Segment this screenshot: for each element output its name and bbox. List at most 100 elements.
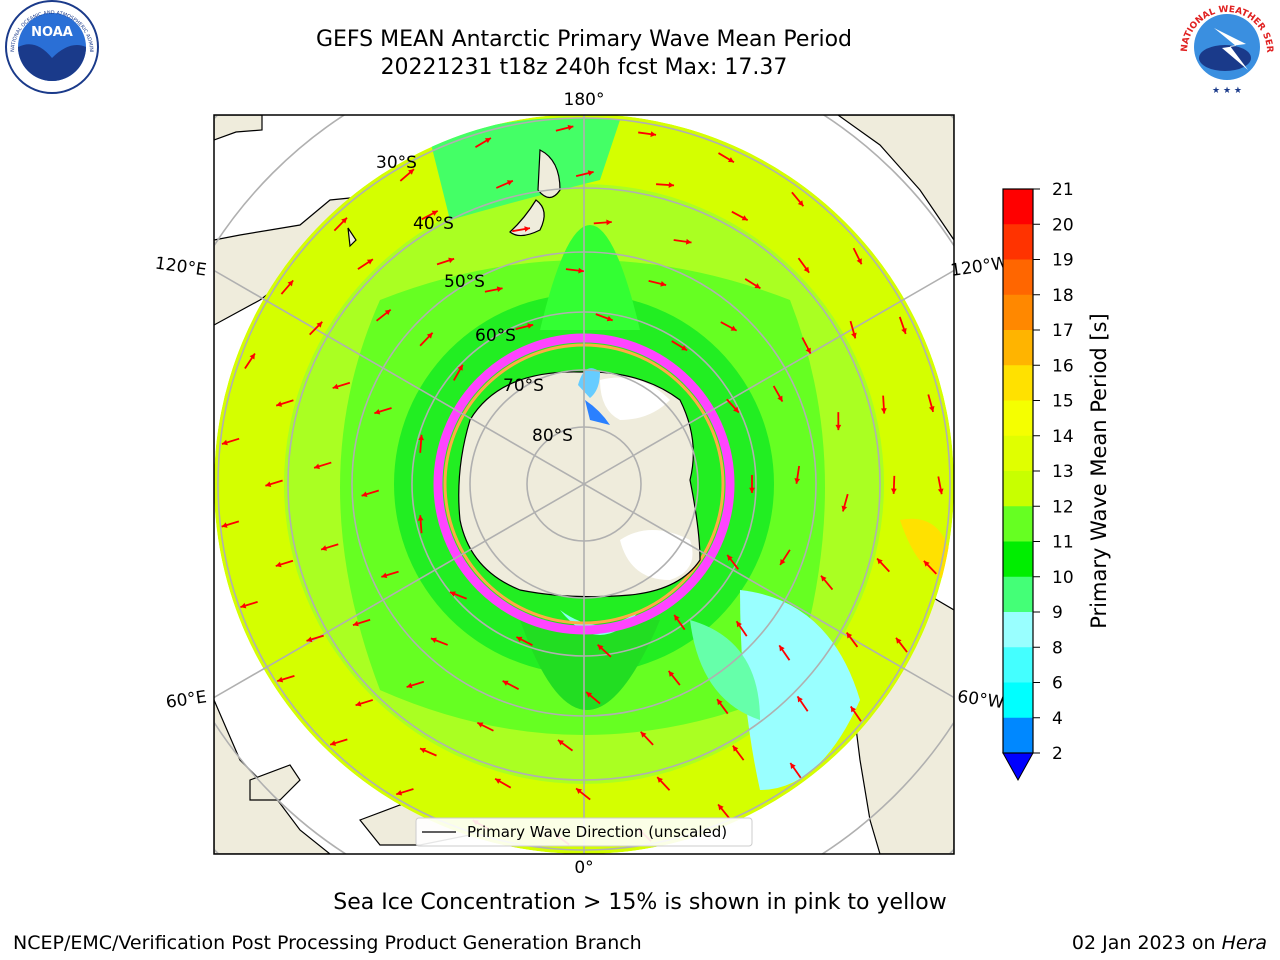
wave-direction-arrow [421, 210, 439, 221]
wave-direction-arrow [779, 549, 791, 566]
colorbar-tick-label: 18 [1052, 286, 1074, 306]
latitude-labels: 30°S 40°S 50°S 60°S 70°S 80°S [376, 153, 573, 446]
lon-label-60w: 60°W [956, 687, 1005, 713]
colorbar-tick-label: 4 [1052, 709, 1063, 729]
wave-direction-arrow [585, 691, 601, 705]
wave-direction-arrow [494, 777, 512, 789]
lat-label-30s: 30°S [376, 153, 417, 173]
wave-direction-arrow [265, 479, 283, 487]
colorbar-tick-label: 17 [1052, 321, 1074, 341]
noaa-logo-text: NOAA [31, 25, 73, 40]
wave-direction-arrow [718, 152, 735, 164]
wave-direction-arrow [731, 210, 749, 222]
wave-direction-arrow [221, 520, 240, 528]
wave-direction-arrow [484, 286, 503, 293]
lat-label-50s: 50°S [444, 272, 485, 292]
wave-direction-arrow [749, 475, 755, 493]
wave-direction-arrow [845, 631, 859, 648]
wave-direction-arrow [516, 636, 533, 646]
colorbar-tick-label: 13 [1052, 462, 1074, 482]
wave-direction-arrow [791, 191, 805, 207]
colorbar-tick-label: 21 [1052, 180, 1074, 200]
wave-direction-arrow [449, 591, 467, 600]
wave-arrows [221, 124, 944, 846]
wave-direction-arrow [280, 279, 294, 295]
colorbar-tick-label: 8 [1052, 638, 1063, 658]
wave-direction-arrow [797, 257, 810, 274]
wave-direction-arrow [419, 332, 434, 347]
colorbar-tick-label: 10 [1052, 568, 1074, 588]
wave-direction-arrow [937, 476, 944, 495]
colorbar-cell [1003, 647, 1033, 683]
colorbar-tick-label: 11 [1052, 533, 1074, 553]
wave-direction-arrow [890, 475, 897, 494]
wave-direction-arrow [849, 320, 857, 339]
wave-direction-arrow [333, 217, 348, 232]
chart-subtitle: 20221231 t18z 240h fcst Max: 17.37 [380, 55, 788, 80]
wave-direction-arrow [778, 644, 791, 661]
longitude-labels: 180° 120°E 120°W 60°E 60°W 0° [154, 90, 1010, 878]
colorbar-cell [1003, 576, 1033, 613]
lat-label-70s: 70°S [503, 376, 544, 396]
wave-direction-arrow [474, 137, 492, 148]
lon-label-120w: 120°W [949, 253, 1009, 281]
wave-direction-arrow [275, 399, 294, 407]
lon-label-120e: 120°E [154, 254, 208, 281]
wave-direction-arrow [430, 637, 448, 646]
colorbar-cell [1003, 717, 1033, 754]
wave-direction-arrow [841, 493, 849, 512]
footer-branch: NCEP/EMC/Verification Post Processing Pr… [13, 932, 642, 954]
wave-direction-arrow [399, 168, 415, 182]
wave-direction-arrow [595, 313, 614, 322]
wave-direction-arrow [221, 437, 240, 446]
wave-direction-arrow [395, 788, 414, 796]
noaa-logo-icon: NOAA NATIONAL OCEANIC AND ATMOSPHERIC AD… [0, 0, 99, 94]
wave-direction-arrow [575, 170, 594, 178]
wave-direction-arrow [357, 258, 374, 270]
colorbar-label: Primary Wave Mean Period [s] [1087, 313, 1111, 629]
svg-text:NATIONAL WEATHER SERVICE: NATIONAL WEATHER SERVICE [0, 0, 1274, 53]
wave-direction-arrow [417, 515, 424, 534]
wave-direction-arrow [515, 323, 534, 330]
colorbar-tick-label: 19 [1052, 251, 1074, 271]
wave-direction-arrow [923, 560, 937, 575]
wave-direction-arrow [565, 267, 584, 274]
lon-label-0: 0° [574, 858, 593, 878]
legend-label: Primary Wave Direction (unscaled) [467, 823, 727, 841]
wave-direction-arrow [835, 412, 842, 431]
footer-date-text: 02 Jan 2023 on [1071, 932, 1222, 954]
wave-direction-arrow [361, 489, 380, 497]
nws-ring-text: NATIONAL WEATHER SERVICE [0, 0, 1274, 53]
wave-direction-arrow [895, 637, 908, 653]
colorbar-cell [1003, 435, 1033, 472]
wave-direction-arrow [502, 680, 520, 690]
wave-direction-arrow [436, 257, 455, 266]
wave-direction-arrow [275, 559, 294, 568]
wave-direction-arrow [419, 747, 437, 757]
wave-direction-arrow [320, 543, 339, 551]
wave-direction-arrow [593, 219, 612, 226]
wave-direction-arrow [453, 364, 464, 381]
colorbar-cell [1003, 400, 1033, 437]
wave-direction-arrow [789, 762, 802, 779]
wave-direction-arrow [735, 620, 748, 637]
wave-direction-arrow [673, 614, 686, 631]
wave-direction-arrow [476, 721, 494, 732]
colorbar: 21 20 19 18 17 16 15 14 13 12 11 10 9 8 6 4 2 Primary Wa… [1002, 180, 1111, 782]
lat-label-80s: 80°S [532, 426, 573, 446]
wave-direction-arrow [306, 634, 324, 643]
colorbar-tick-label: 14 [1052, 427, 1074, 447]
wave-direction-arrow [852, 247, 863, 265]
sea-ice-caption: Sea Ice Concentration > 15% is shown in … [333, 890, 947, 915]
wave-direction-arrow [555, 124, 574, 132]
wave-direction-arrow [656, 776, 671, 791]
map-legend: Primary Wave Direction (unscaled) [415, 817, 753, 847]
lon-label-180: 180° [564, 90, 605, 110]
wave-direction-arrow [276, 674, 295, 683]
wave-direction-arrow [244, 353, 256, 369]
wave-direction-arrow [240, 600, 258, 609]
wave-direction-arrow [495, 179, 514, 189]
wave-direction-arrow [772, 385, 784, 403]
wave-direction-arrow [313, 461, 332, 470]
wave-direction-arrow [406, 680, 425, 689]
